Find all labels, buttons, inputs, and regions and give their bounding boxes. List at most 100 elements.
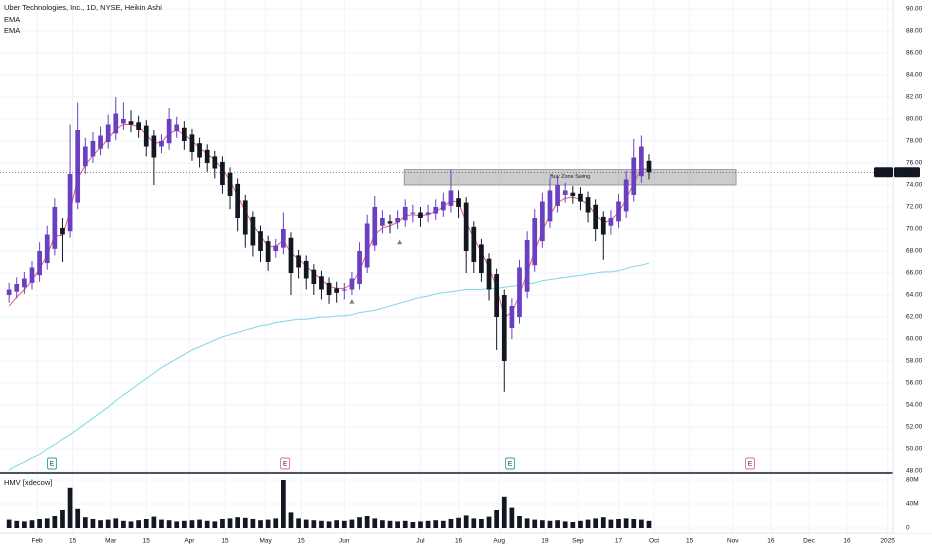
- volume-bar: [600, 517, 606, 528]
- volume-bar: [387, 520, 393, 528]
- candle-body: [151, 135, 157, 158]
- volume-bar: [341, 520, 347, 528]
- candle-body: [75, 130, 81, 203]
- volume-bar: [448, 519, 454, 528]
- symbol-label: UBER: [876, 170, 891, 176]
- volume-bar: [311, 520, 317, 528]
- candle-body: [319, 276, 324, 290]
- candle-body: [311, 269, 317, 284]
- x-tick-label: Apr: [184, 538, 195, 545]
- candle-body: [6, 289, 12, 295]
- candle-body: [258, 231, 263, 251]
- candle-body: [166, 119, 172, 144]
- volume-tick-label: 40M: [906, 501, 919, 508]
- volume-bar: [242, 517, 248, 528]
- candle-body: [387, 221, 393, 224]
- volume-bar: [578, 520, 583, 528]
- x-tick-label: 2025: [880, 538, 895, 545]
- candle-body: [600, 216, 606, 235]
- legend-entry[interactable]: EMA: [4, 26, 20, 35]
- candle-body: [60, 227, 65, 235]
- y-tick-label: 62.00: [906, 314, 923, 321]
- volume-bar: [456, 517, 461, 528]
- volume-bar: [235, 517, 241, 528]
- candle-body: [539, 201, 545, 242]
- candle-body: [639, 146, 644, 177]
- volume-bar: [334, 520, 340, 528]
- volume-bar: [319, 520, 324, 528]
- x-tick-label: Dec: [803, 538, 815, 545]
- indicator-title[interactable]: HMV [xdecow]: [4, 478, 52, 487]
- volume-bar: [181, 520, 187, 528]
- chart-title: Uber Technologies, Inc., 1D, NYSE, Heiki…: [4, 3, 162, 12]
- candle-body: [402, 207, 408, 221]
- price-label: 75.16: [899, 169, 916, 176]
- volume-bar: [372, 518, 378, 528]
- earnings-event: [505, 457, 516, 470]
- x-tick-label: 15: [143, 538, 151, 545]
- volume-bar: [6, 519, 12, 528]
- grid: [0, 0, 893, 533]
- candle-body: [82, 146, 88, 167]
- y-tick-label: 60.00: [906, 336, 923, 343]
- candle-body: [532, 218, 538, 266]
- y-tick-label: 50.00: [906, 446, 923, 453]
- candle-body: [433, 207, 439, 214]
- candle-body: [44, 234, 50, 264]
- candle-body: [113, 113, 119, 134]
- volume-bar: [281, 480, 286, 528]
- volume-bar: [121, 520, 126, 528]
- candle-body: [479, 244, 484, 273]
- candle-body: [547, 190, 553, 222]
- candle-body: [250, 216, 256, 246]
- y-tick-label: 48.00: [906, 468, 923, 475]
- candle-body: [181, 127, 187, 141]
- volume-bar: [60, 510, 65, 528]
- earnings-label: E: [748, 461, 753, 468]
- earnings-event: [745, 457, 755, 470]
- x-tick-label: Mar: [105, 538, 117, 545]
- volume-bar: [501, 496, 507, 528]
- volume-bar: [509, 507, 515, 528]
- volume-bar: [174, 521, 180, 528]
- volume-bar: [410, 522, 416, 528]
- x-tick-label: 19: [541, 538, 549, 545]
- volume-bar: [639, 519, 644, 528]
- x-tick-label: 17: [615, 538, 623, 545]
- candle-body: [357, 251, 362, 284]
- volume-bar: [440, 520, 446, 528]
- volume-bar: [14, 520, 20, 528]
- earnings-label: E: [50, 461, 55, 468]
- x-tick-label: Oct: [649, 538, 659, 545]
- candle-body: [98, 135, 103, 149]
- candle-body: [143, 125, 149, 147]
- candle-body: [22, 278, 27, 288]
- volume-bar: [494, 510, 500, 528]
- axes: Feb 15 Mar 15 Apr 15 May 15 Jun Jul 16 Aug 19 Sep 17 Oc…: [31, 6, 922, 545]
- x-tick-label: Aug: [493, 538, 505, 545]
- candle-body: [296, 255, 301, 268]
- candle-body: [29, 267, 35, 283]
- volume-bar: [128, 521, 134, 528]
- candle-body: [631, 157, 637, 195]
- volume-bar: [380, 520, 385, 528]
- candle-body: [418, 212, 423, 218]
- legend-entry[interactable]: EMA: [4, 15, 20, 24]
- candle-body: [524, 240, 530, 292]
- volume-bar: [616, 519, 621, 528]
- volume-bar: [471, 518, 477, 528]
- y-tick-label: 90.00: [906, 6, 923, 13]
- volume-bar: [593, 518, 599, 528]
- y-tick-label: 76.00: [906, 160, 923, 167]
- y-tick-label: 70.00: [906, 226, 923, 233]
- x-tick-label: 16: [455, 538, 463, 545]
- volume-bar: [425, 520, 431, 528]
- volume-tick-label: 80M: [906, 477, 919, 484]
- volume-bar: [479, 519, 484, 528]
- y-tick-label: 74.00: [906, 182, 923, 189]
- candle-body: [265, 241, 271, 262]
- volume-bar: [395, 521, 400, 528]
- candle-body: [578, 193, 583, 202]
